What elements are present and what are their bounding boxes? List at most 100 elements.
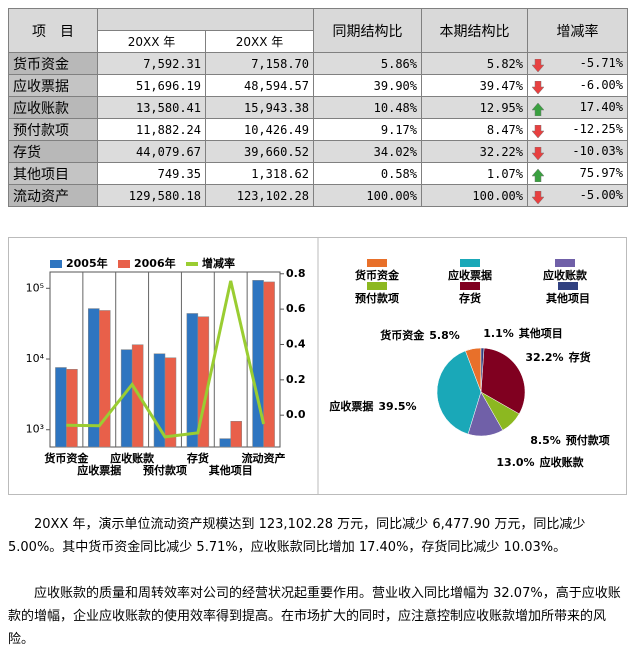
bar xyxy=(99,310,111,448)
table-cell: 5.86% xyxy=(313,52,422,75)
legend-swatch xyxy=(367,259,387,267)
legend-swatch xyxy=(460,259,480,267)
legend-label: 存货 xyxy=(459,291,481,305)
table-cell: 17.40% xyxy=(527,96,628,119)
bar xyxy=(230,420,242,448)
down-arrow xyxy=(532,80,544,94)
change-value: 75.97% xyxy=(579,165,623,180)
table-cell: 应收账款 xyxy=(8,96,98,119)
table-cell: 9.17% xyxy=(313,118,422,141)
legend-swatch xyxy=(558,282,578,290)
down-arrow xyxy=(532,124,544,138)
table-cell: 7,592.31 xyxy=(97,52,206,75)
table-cell: 749.35 xyxy=(97,162,206,185)
bar xyxy=(219,438,231,448)
table-cell: -5.71% xyxy=(527,52,628,75)
x-tick-label: 流动资产 xyxy=(242,451,286,465)
table-row: 流动资产 129,580.18 123,102.28 100.00% 100.00% -5… xyxy=(8,184,628,207)
paragraph: 20XX 年，演示单位流动资产规模达到 123,102.28 万元，同比减少 6… xyxy=(8,517,586,555)
bar xyxy=(186,313,199,448)
legend-label: 2006年 xyxy=(134,256,176,270)
header-blank xyxy=(97,8,314,31)
header-cell: 20XX 年 xyxy=(97,30,206,53)
table-cell: 10.48% xyxy=(313,96,422,119)
x-tick-label: 应收账款 xyxy=(110,451,155,465)
table-cell: 39,660.52 xyxy=(205,140,314,163)
y-tick-label: 10⁴ xyxy=(26,352,45,365)
table-cell: 应收票据 xyxy=(8,74,98,97)
change-value: -12.25% xyxy=(572,121,623,136)
pie-slice xyxy=(480,347,526,415)
paragraph: 应收账款的质量和周转效率对公司的经营状况起重要作用。营业收入同比增幅为 32.0… xyxy=(8,586,621,647)
table-cell: 0.58% xyxy=(313,162,422,185)
table-cell: 10,426.49 xyxy=(205,118,314,141)
x-tick-label: 存货 xyxy=(187,451,209,465)
legend-swatch xyxy=(367,282,387,290)
table-cell: 39.47% xyxy=(421,74,528,97)
table-cell: 11,882.24 xyxy=(97,118,206,141)
bar xyxy=(164,357,177,448)
up-arrow xyxy=(532,168,544,182)
table-cell: 13,580.41 xyxy=(97,96,206,119)
table-cell: 51,696.19 xyxy=(97,74,206,97)
change-value: -5.00% xyxy=(579,187,623,202)
legend-label: 其他项目 xyxy=(546,291,590,305)
pie-label-part: 8.5% xyxy=(530,434,561,447)
y2-tick-label: 0.2 xyxy=(286,373,306,386)
y2-tick-label: 0.6 xyxy=(286,302,306,315)
change-value: -5.71% xyxy=(579,55,623,70)
pie-label: 13.0% 应收账款 xyxy=(496,455,584,469)
change-value: -10.03% xyxy=(572,143,623,158)
table-cell: 100.00% xyxy=(313,184,422,207)
bar xyxy=(55,367,67,448)
header-cell: 项 目 xyxy=(8,8,98,53)
bar xyxy=(66,369,78,448)
legend-swatch xyxy=(460,282,480,290)
pie-label: 1.1% 其他项目 xyxy=(483,326,563,340)
x-tick-label: 货币资金 xyxy=(43,451,89,465)
legend-label: 应收票据 xyxy=(448,268,492,282)
table-cell: 75.97% xyxy=(527,162,628,185)
y2-tick-label: 0.8 xyxy=(286,267,306,280)
x-tick-label: 其他项目 xyxy=(209,463,253,477)
pie-label-part: 39.5% xyxy=(378,400,416,413)
table-cell: 15,943.38 xyxy=(205,96,314,119)
header-cell: 20XX 年 xyxy=(205,30,314,53)
y2-tick-label: 0.0 xyxy=(286,408,306,421)
pie-label: 8.5% 预付款项 xyxy=(530,433,610,447)
table-cell: -6.00% xyxy=(527,74,628,97)
table-cell: 存货 xyxy=(8,140,98,163)
legend-swatch xyxy=(555,259,575,267)
legend-label: 预付款项 xyxy=(355,291,399,305)
down-arrow xyxy=(532,146,544,160)
table-cell: 7,158.70 xyxy=(205,52,314,75)
y2-tick-label: 0.4 xyxy=(286,337,306,350)
table-cell: 1,318.62 xyxy=(205,162,314,185)
table-row: 其他项目 749.35 1,318.62 0.58% 1.07% 75.97% xyxy=(8,162,628,185)
table-cell: 34.02% xyxy=(313,140,422,163)
bar xyxy=(263,281,275,448)
pie-label-part: 货币资金 xyxy=(379,328,425,342)
x-tick-label: 应收票据 xyxy=(77,463,121,477)
table-row: 应收票据 51,696.19 48,594.57 39.90% 39.47% -6.00% xyxy=(8,74,628,97)
legend-swatch xyxy=(50,260,62,268)
table-row: 应收账款 13,580.41 15,943.38 10.48% 12.95% 17.40% xyxy=(8,96,628,119)
pie-label-part: 其他项目 xyxy=(519,326,563,340)
pie-slice xyxy=(436,350,482,435)
table-cell: 48,594.57 xyxy=(205,74,314,97)
pie-slice xyxy=(480,347,485,393)
table-cell: 1.07% xyxy=(421,162,528,185)
table-row: 货币资金 7,592.31 7,158.70 5.86% 5.82% -5.71% xyxy=(8,52,628,75)
x-tick-label: 预付款项 xyxy=(143,463,187,477)
table-row: 预付款项 11,882.24 10,426.49 9.17% 8.47% -12.25% xyxy=(8,118,628,141)
pie-label: 货币资金 5.8% xyxy=(379,328,460,342)
charts: 10³ 10⁴ 10⁵ 0.0 0.2 0.4 0.6 0.8 2005年 2006年 增减率货币资… xyxy=(8,237,627,495)
y-tick-label: 10⁵ xyxy=(26,281,44,294)
legend-label: 货币资金 xyxy=(354,268,400,282)
data-table: 项 目 同期结构比 本期结构比 增减率 20XX 年 20XX 年 货币资金 7,… xyxy=(8,8,628,207)
table-cell: 129,580.18 xyxy=(97,184,206,207)
table-cell: 其他项目 xyxy=(8,162,98,185)
table-cell: 32.22% xyxy=(421,140,528,163)
table-cell: 39.90% xyxy=(313,74,422,97)
